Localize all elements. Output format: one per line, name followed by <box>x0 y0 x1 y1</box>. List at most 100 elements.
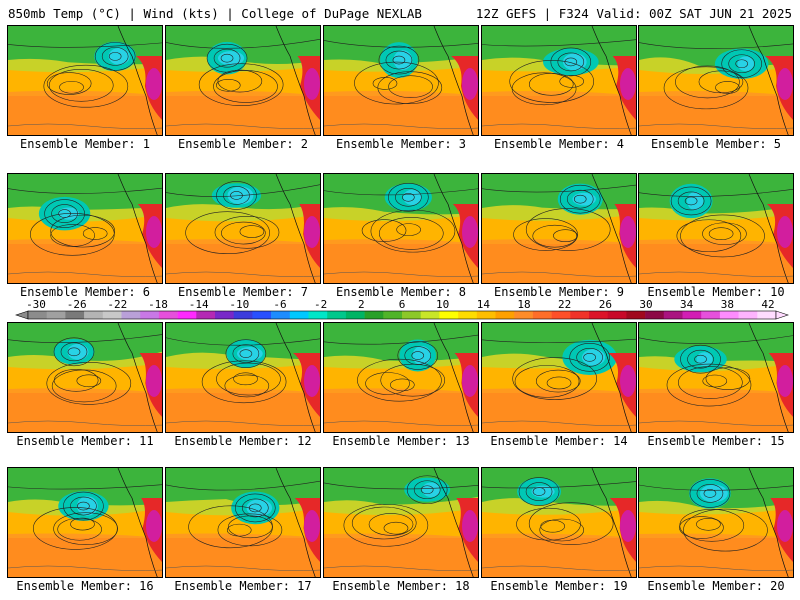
ensemble-member-label: Ensemble Member: 8 <box>335 285 467 299</box>
ensemble-member-label: Ensemble Member: 13 <box>332 434 470 448</box>
colorbar-min-arrow <box>15 310 29 320</box>
colorbar-swatch <box>757 311 777 319</box>
ensemble-member-label: Ensemble Member: 6 <box>19 285 151 299</box>
colorbar-tick-label: -14 <box>189 300 209 311</box>
colorbar-tick-label: 26 <box>599 300 612 311</box>
colorbar-tick-label: -2 <box>314 300 327 311</box>
ensemble-member-label: Ensemble Member: 16 <box>16 579 154 593</box>
colorbar-tick-label: 34 <box>680 300 694 311</box>
colorbar-swatch <box>570 311 590 319</box>
ensemble-member-label: Ensemble Member: 7 <box>177 285 309 299</box>
colorbar-tick-label: 18 <box>517 300 530 311</box>
ensemble-member-label: Ensemble Member: 17 <box>174 579 312 593</box>
colorbar-swatch <box>402 311 421 319</box>
colorbar-tick-label: -6 <box>273 300 286 311</box>
ensemble-member-label: Ensemble Member: 19 <box>490 579 628 593</box>
ensemble-member-map <box>7 25 163 136</box>
ensemble-member-map <box>481 173 637 284</box>
colorbar-swatch <box>84 311 104 319</box>
ensemble-member-map <box>165 467 321 578</box>
colorbar-swatch <box>28 311 47 319</box>
colorbar-swatch <box>701 311 721 319</box>
ensemble-member-label: Ensemble Member: 14 <box>490 434 628 448</box>
colorbar-swatch <box>532 311 552 319</box>
colorbar-swatch <box>345 311 365 319</box>
colorbar-swatch <box>626 311 646 319</box>
colorbar-tick-label: -18 <box>148 300 168 311</box>
colorbar-swatch <box>682 311 702 319</box>
colorbar-swatch <box>514 311 534 319</box>
ensemble-member-map <box>165 322 321 433</box>
ensemble-member-map <box>638 467 794 578</box>
ensemble-member-map <box>638 25 794 136</box>
colorbar-swatch <box>383 311 403 319</box>
colorbar-swatch <box>102 311 122 319</box>
ensemble-member-label: Ensemble Member: 2 <box>177 137 309 151</box>
colorbar-swatch <box>215 311 234 319</box>
colorbar-swatch <box>65 311 85 319</box>
colorbar-swatch <box>589 311 608 319</box>
colorbar-swatch <box>458 311 478 319</box>
colorbar-tick-label: 22 <box>558 300 571 311</box>
colorbar-tick-label: -30 <box>26 300 46 311</box>
ensemble-member-map <box>481 467 637 578</box>
colorbar-swatch <box>719 311 739 319</box>
colorbar-swatch <box>271 311 291 319</box>
colorbar-swatch <box>738 311 758 319</box>
colorbar-tick-label: 38 <box>721 300 734 311</box>
colorbar-swatch <box>607 311 627 319</box>
colorbar-tick-label: -10 <box>229 300 249 311</box>
colorbar-tick-label: 10 <box>436 300 449 311</box>
colorbar-tick-label: -22 <box>107 300 127 311</box>
colorbar-swatch <box>495 311 515 319</box>
ensemble-member-label: Ensemble Member: 12 <box>174 434 312 448</box>
colorbar-tick-label: -26 <box>67 300 87 311</box>
ensemble-member-map <box>638 173 794 284</box>
colorbar-swatch <box>663 311 683 319</box>
ensemble-member-label: Ensemble Member: 4 <box>493 137 625 151</box>
ensemble-member-map <box>323 322 479 433</box>
temperature-colorbar: -30 -26 -22 -18 -14 -10 -6 -2 2 6 10 14 18 22 26 30 34 38… <box>15 300 789 320</box>
colorbar-tick-label: 2 <box>358 300 365 311</box>
colorbar-swatch <box>420 311 440 319</box>
colorbar-tick-label: 6 <box>399 300 406 311</box>
colorbar-tick-label: 30 <box>639 300 652 311</box>
colorbar-swatch <box>121 311 141 319</box>
colorbar-swatch <box>364 311 384 319</box>
ensemble-member-map <box>481 25 637 136</box>
colorbar-swatch <box>289 311 309 319</box>
colorbar-swatch <box>439 311 459 319</box>
ensemble-member-label: Ensemble Member: 1 <box>19 137 151 151</box>
colorbar-swatch <box>551 311 571 319</box>
ensemble-member-label: Ensemble Member: 3 <box>335 137 467 151</box>
colorbar-tick-label: 14 <box>477 300 491 311</box>
colorbar-swatch <box>327 311 347 319</box>
map-title: 850mb Temp (°C) | Wind (kts) | College o… <box>8 6 422 21</box>
colorbar-swatch <box>140 311 160 319</box>
ensemble-member-map <box>165 173 321 284</box>
ensemble-member-label: Ensemble Member: 10 <box>647 285 785 299</box>
ensemble-member-label: Ensemble Member: 15 <box>647 434 785 448</box>
ensemble-member-map <box>481 322 637 433</box>
ensemble-member-map <box>7 467 163 578</box>
ensemble-member-map <box>323 25 479 136</box>
colorbar-max-arrow <box>775 310 789 320</box>
ensemble-member-map <box>323 173 479 284</box>
ensemble-member-label: Ensemble Member: 5 <box>650 137 782 151</box>
colorbar-swatch <box>196 311 216 319</box>
ensemble-member-label: Ensemble Member: 9 <box>493 285 625 299</box>
colorbar-swatch <box>252 311 272 319</box>
colorbar-swatch <box>46 311 66 319</box>
colorbar-swatch <box>645 311 665 319</box>
ensemble-member-map <box>165 25 321 136</box>
ensemble-member-map <box>638 322 794 433</box>
ensemble-member-label: Ensemble Member: 20 <box>647 579 785 593</box>
model-valid-time: 12Z GEFS | F324 Valid: 00Z SAT JUN 21 20… <box>475 6 792 21</box>
colorbar-swatch <box>158 311 178 319</box>
colorbar-tick-label: 42 <box>761 300 774 311</box>
ensemble-member-map <box>323 467 479 578</box>
colorbar-swatch <box>177 311 197 319</box>
colorbar-swatch <box>308 311 328 319</box>
ensemble-member-map <box>7 322 163 433</box>
ensemble-member-label: Ensemble Member: 11 <box>16 434 154 448</box>
